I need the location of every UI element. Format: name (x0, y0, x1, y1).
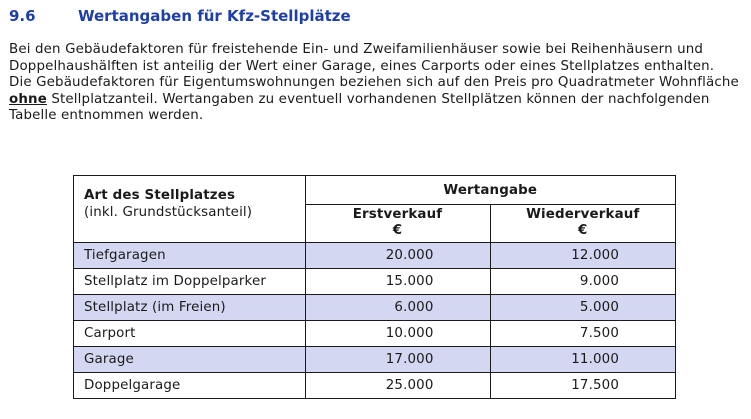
table-row: Carport 10.000 7.500 (73, 320, 677, 347)
column-header-erstverkauf-label: Erstverkauf (352, 207, 443, 222)
group-header-value: Wertangabe (304, 175, 676, 205)
cell-erstverkauf: 20.000 (304, 242, 491, 269)
cell-erstverkauf: 15.000 (304, 268, 491, 295)
table-row: Stellplatz im Doppelparker 15.000 9.000 (73, 268, 677, 295)
column-header-wiederverkauf-unit: € (578, 223, 588, 238)
cell-type: Carport (73, 320, 306, 347)
paragraph-2: Die Gebäudefaktoren für Eigentumswohnung… (9, 75, 745, 125)
section-number: 9.6 (9, 7, 36, 25)
cell-erstverkauf: 6.000 (304, 294, 491, 321)
cell-erstverkauf: 17.000 (304, 346, 491, 373)
table-row: Stellplatz (im Freien) 6.000 5.000 (73, 294, 677, 321)
column-header-wiederverkauf-label: Wiederverkauf (526, 207, 640, 222)
cell-type: Garage (73, 346, 306, 373)
cell-erstverkauf: 10.000 (304, 320, 491, 347)
cell-wiederverkauf: 7.500 (489, 320, 677, 347)
table-header-row: Art des Stellplatzes (inkl. Grundstücksa… (73, 175, 676, 243)
cell-type: Stellplatz (im Freien) (73, 294, 306, 321)
cell-type: Stellplatz im Doppelparker (73, 268, 306, 295)
parking-value-table: Art des Stellplatzes (inkl. Grundstücksa… (73, 175, 677, 399)
cell-wiederverkauf: 12.000 (489, 242, 677, 269)
column-header-type-sublabel: (inkl. Grundstücksanteil) (84, 205, 253, 220)
paragraph-2-emphasis: ohne (9, 91, 47, 107)
table-row: Garage 17.000 11.000 (73, 346, 677, 373)
table-subheader-row: Erstverkauf € Wiederverkauf € (74, 204, 677, 243)
column-header-type: Art des Stellplatzes (inkl. Grundstücksa… (73, 175, 306, 243)
cell-wiederverkauf: 5.000 (489, 294, 677, 321)
paragraph-2-end: Stellplatzanteil. Wertangaben zu eventue… (9, 91, 710, 124)
column-header-erstverkauf: Erstverkauf € (304, 204, 491, 243)
section-title: Wertangaben für Kfz-Stellplätze (78, 7, 351, 25)
column-header-erstverkauf-unit: € (392, 223, 403, 238)
body-text: Bei den Gebäudefaktoren für freistehende… (9, 42, 745, 125)
cell-erstverkauf: 25.000 (304, 372, 491, 399)
cell-wiederverkauf: 17.500 (489, 372, 677, 399)
column-header-wiederverkauf: Wiederverkauf € (489, 204, 677, 243)
table-row: Doppelgarage 25.000 17.500 (73, 372, 677, 399)
table-row: Tiefgaragen 20.000 12.000 (73, 242, 677, 269)
cell-type: Tiefgaragen (73, 242, 306, 269)
cell-type: Doppelgarage (73, 372, 306, 399)
cell-wiederverkauf: 11.000 (489, 346, 677, 373)
column-header-type-label: Art des Stellplatzes (84, 188, 236, 203)
paragraph-2-start: Die Gebäudefaktoren für Eigentumswohnung… (9, 75, 739, 91)
cell-wiederverkauf: 9.000 (489, 268, 677, 295)
paragraph-1: Bei den Gebäudefaktoren für freistehende… (9, 42, 715, 74)
section-heading: 9.6 Wertangaben für Kfz-Stellplätze (9, 7, 351, 25)
